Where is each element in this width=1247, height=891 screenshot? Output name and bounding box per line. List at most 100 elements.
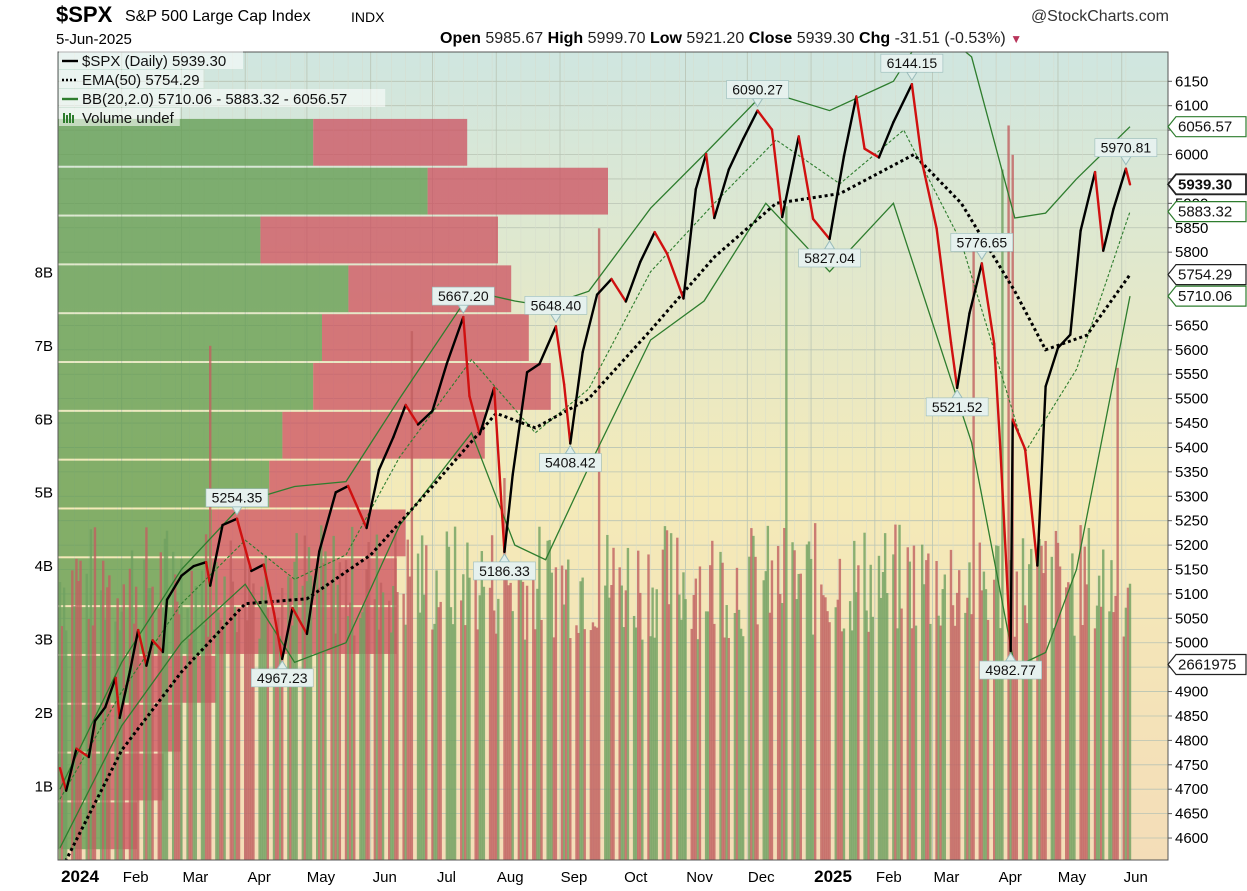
volume-bar <box>968 562 971 860</box>
ema50-line <box>64 152 1132 860</box>
annotation-label: 5648.40 <box>531 297 582 313</box>
volume-bar <box>622 627 626 860</box>
volume-bar <box>826 611 829 860</box>
volume-bar <box>927 553 930 860</box>
volume-bar <box>233 606 237 860</box>
volume-bar <box>591 622 595 860</box>
volume-tick-label: 7B <box>35 338 53 355</box>
volume-bar <box>871 616 874 860</box>
volume-bar <box>964 612 967 860</box>
price-segment <box>161 598 169 654</box>
volume-bar <box>727 637 730 860</box>
volume-axis: 1B 2B 3B 4B 5B 6B 7B 8B <box>35 264 53 795</box>
volume-bar <box>1058 566 1062 860</box>
volume-bar <box>1007 125 1010 860</box>
price-segment <box>305 550 321 636</box>
volume-bar <box>828 622 831 860</box>
annotation-label: 5827.04 <box>804 250 855 266</box>
vbp-up-bar <box>58 216 261 264</box>
volume-bar <box>420 535 424 860</box>
chart-date: 5-Jun-2025 <box>56 31 132 48</box>
volume-bar <box>145 527 148 860</box>
volume-bar <box>920 544 924 860</box>
volume-bar <box>449 607 453 860</box>
price-segment <box>209 523 224 587</box>
volume-bar <box>215 562 218 860</box>
volume-bar <box>756 624 759 860</box>
volume-bar <box>488 587 492 860</box>
volume-bar <box>406 539 409 860</box>
price-tag-box <box>1167 285 1247 307</box>
x-tick-label: Sep <box>561 869 588 886</box>
price-segment <box>87 719 97 759</box>
volume-bar <box>653 637 656 860</box>
volume-bar <box>1122 636 1126 860</box>
volume-bar <box>554 567 558 860</box>
volume-bar <box>332 535 335 860</box>
legend-background <box>59 108 180 126</box>
price-segment <box>114 676 121 720</box>
y-tick-label: 4600 <box>1175 830 1208 847</box>
price-segment <box>569 351 584 445</box>
price-segment <box>1124 167 1132 186</box>
legend-label: $SPX (Daily) 5939.30 <box>82 53 226 70</box>
volume-bar <box>176 601 179 860</box>
x-tick-label: Feb <box>123 869 149 886</box>
change-value: -31.51 (-0.53%) <box>894 30 1006 47</box>
x-tick-label: 2024 <box>61 867 99 886</box>
volume-bar <box>824 597 827 860</box>
annotation-label: 6144.15 <box>887 55 938 71</box>
volume-bar <box>855 592 858 860</box>
volume-bar <box>104 619 107 860</box>
volume-bar <box>474 567 477 860</box>
volume-bar <box>853 540 856 860</box>
y-tick-label: 5100 <box>1175 586 1208 603</box>
annotation-box <box>524 296 588 315</box>
volume-bar <box>949 549 953 860</box>
price-segment <box>262 563 276 615</box>
price-segment <box>250 563 265 573</box>
volume-bar <box>538 526 541 860</box>
volume-bar <box>423 594 426 860</box>
volume-bar <box>684 599 687 860</box>
volume-bar <box>1042 573 1045 860</box>
volume-bar <box>174 574 177 860</box>
volume-bar <box>620 585 623 860</box>
price-segment <box>365 468 381 530</box>
x-tick-label: May <box>1058 869 1087 886</box>
price-segment <box>1011 418 1027 451</box>
volume-bar <box>209 345 212 860</box>
price-segment <box>204 560 212 587</box>
volume-bar <box>678 594 681 860</box>
volume-bar <box>1073 635 1076 860</box>
x-tick-label: Jul <box>437 869 456 886</box>
price-segment <box>180 564 195 578</box>
volume-bar <box>610 584 613 860</box>
volume-bar <box>838 558 842 860</box>
annotation-box <box>205 488 269 508</box>
annotation-label: 6090.27 <box>732 82 783 98</box>
volume-bar <box>723 637 726 860</box>
y-tick-label: 4750 <box>1175 757 1208 774</box>
price-segment <box>334 484 350 494</box>
volume-bar <box>589 630 593 860</box>
annotation-box <box>925 397 989 417</box>
volume-bar <box>392 586 395 860</box>
volume-bar <box>883 533 887 860</box>
volume-bar <box>64 630 68 860</box>
volume-bar <box>1112 612 1115 860</box>
volume-bar <box>186 608 189 860</box>
volume-bar <box>797 573 800 860</box>
y-tick-label: 5450 <box>1175 415 1208 432</box>
volume-bar <box>978 542 981 860</box>
volume-bar <box>881 572 885 860</box>
price-segment <box>770 128 784 219</box>
volume-tick-label: 6B <box>35 411 53 428</box>
date-axis: 2024 Feb Mar Apr May Jun Jul Aug Sep Oct Nov Dec 202… <box>61 867 1148 886</box>
volume-bar <box>762 580 765 860</box>
price-segment <box>877 121 895 159</box>
volume-bar <box>795 599 798 860</box>
stockcharts-credit[interactable]: @StockCharts.com <box>1030 8 1169 25</box>
volume-bar <box>509 582 512 860</box>
